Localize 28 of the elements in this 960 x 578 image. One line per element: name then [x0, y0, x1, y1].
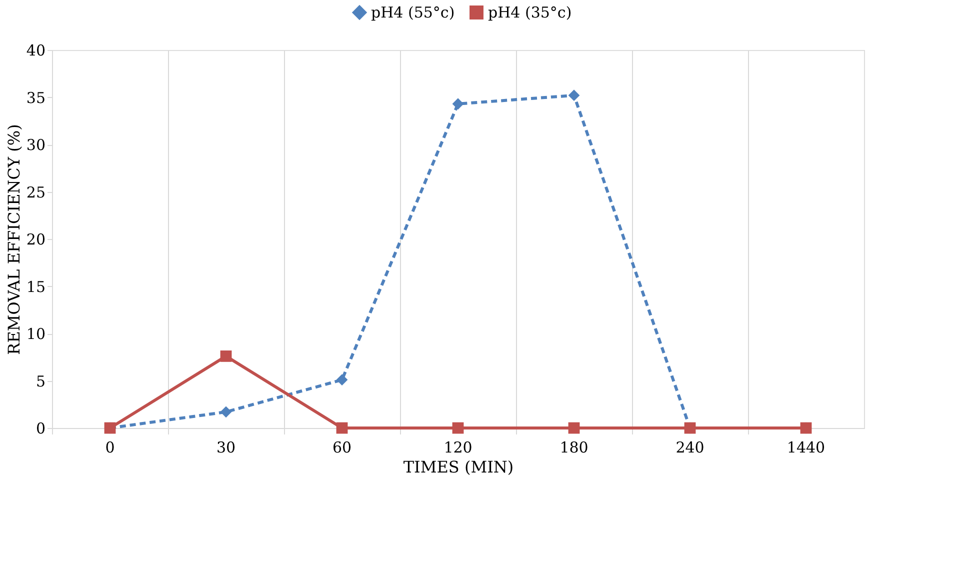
y-tick-label: 0 [36, 420, 46, 438]
y-tick-label: 30 [26, 136, 46, 154]
x-tick-label: 120 [444, 438, 472, 456]
y-tick-label: 15 [26, 278, 46, 296]
x-tick-label: 1440 [786, 438, 826, 456]
y-tick-label: 35 [26, 88, 46, 107]
y-tick-label: 10 [26, 325, 46, 343]
y-tick-label: 25 [26, 183, 46, 202]
point [452, 422, 464, 434]
y-tick-label: 5 [36, 372, 46, 390]
x-tick-label: 180 [560, 438, 588, 456]
legend-label: pH4 (35°c) [488, 4, 572, 22]
legend-label: pH4 (55°c) [371, 4, 455, 22]
point [568, 90, 580, 102]
point [336, 422, 348, 434]
point [220, 406, 232, 418]
point [568, 422, 580, 434]
y-axis-title: REMOVAL EFFICIENCY (%) [4, 124, 24, 355]
y-tick-label: 40 [26, 42, 46, 60]
x-axis-title: TIMES (MIN) [403, 458, 514, 476]
x-tick-label: 240 [676, 438, 704, 456]
point [452, 98, 464, 110]
point [220, 350, 232, 362]
x-tick-label: 30 [216, 438, 236, 456]
point [336, 374, 348, 386]
x-tick-label: 0 [105, 438, 115, 456]
y-tick-label: 20 [26, 230, 46, 248]
x-tick-label: 60 [332, 438, 352, 456]
